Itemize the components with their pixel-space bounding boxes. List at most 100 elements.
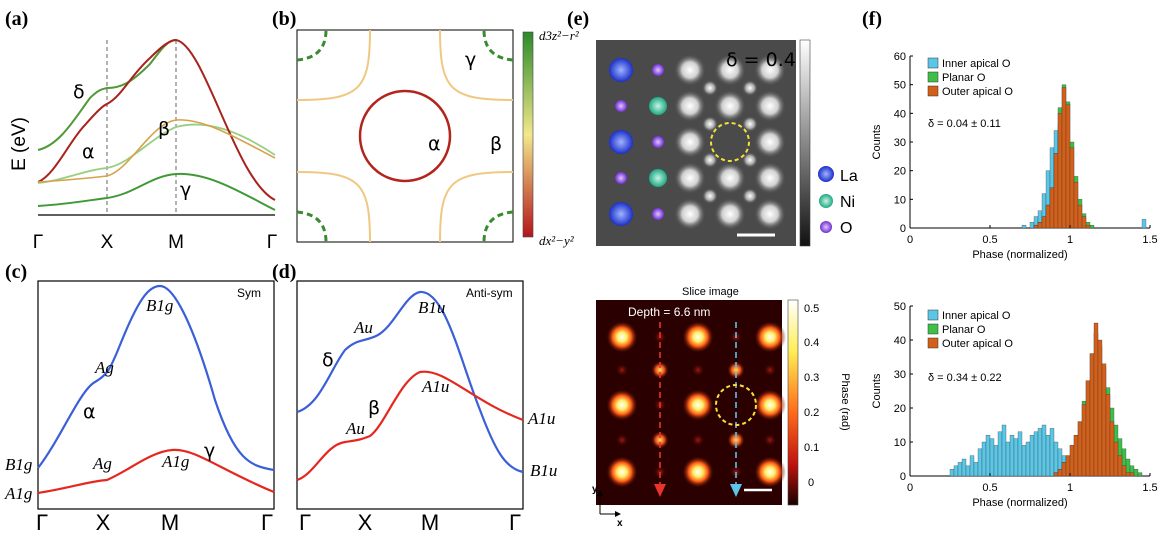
hist-annotation: δ = 0.04 ± 0.11 [928,118,1001,130]
legend-ni-label: Ni [840,194,855,211]
legend-ni-icon [819,194,833,208]
hist-bar [1077,421,1083,477]
hist-xtick-label: 0 [907,482,913,494]
panel-b-label: (b) [272,8,296,30]
ni-atom [649,169,667,187]
fs-beta-tl [296,29,371,101]
fs-beta-br [439,171,514,243]
hist-xtick-label: 1 [1067,234,1073,246]
haadf-spot [754,162,786,194]
slice-spot [682,321,714,353]
panel-c-gamma-label: γ [204,440,215,462]
panel-c-band-red [37,448,275,495]
hist-ylabel: Counts [871,373,883,408]
la-atom [609,202,633,226]
fs-beta-bl [296,171,371,243]
hist-bar [1129,472,1135,477]
hist-ytick-label: 20 [894,403,906,415]
haadf-spot [674,162,706,194]
fs-gamma-br [482,210,514,243]
phase-tick-3: 0.2 [804,407,819,419]
panel-d-label: (d) [272,261,296,283]
hist-legend-swatch [927,57,939,69]
panel-b-frame [296,29,514,243]
irrep-c-b1g-top: B1g [146,296,173,315]
hist-bar [1049,187,1055,229]
hist-xtick-label: 1.5 [1142,234,1157,246]
haadf-spot-small [702,152,718,168]
la-atom [609,58,633,82]
hist-bar [1061,462,1067,477]
slice-spot [606,389,638,421]
hist-legend-swatch [927,71,939,83]
panel-d-delta-label: δ [322,349,334,371]
hist-bar [1081,216,1087,229]
panel-a-gamma-label: γ [180,179,191,201]
panel-a-tick-gamma2: Γ [267,232,277,253]
hist-ytick-label: 50 [894,80,906,92]
hist-ytick-label: 30 [894,369,906,381]
hist-bar [1001,424,1007,477]
hist-ytick-label: 0 [900,223,906,235]
panel-d: (d) Anti-sym B1u Au Au A1u A1u B1u δ β Γ… [272,261,557,533]
irrep-d-a1u-right: A1u [527,409,555,428]
slice-spot-dim [763,363,777,377]
panel-d-tick-m: M [421,510,439,533]
o-atom [615,172,627,184]
hist-xtick-label: 1 [1067,482,1073,494]
slice-spot-dim [615,433,629,447]
hist-bar [985,435,991,477]
hist-bar [1081,404,1087,477]
fs-alpha-circle [358,89,452,183]
panel-a: (a) E (eV) δ α β γ Γ X M Γ [5,8,277,253]
slice-atom-columns [606,321,786,488]
legend-la-label: La [840,168,858,185]
histogram-top: 0 10 20 30 40 50 60 0 0.5 1 1.5 Phase (normalized) C… [871,51,1158,261]
panel-a-alpha-label: α [82,141,95,163]
hist-legend-label: Outer apical O [942,338,1013,350]
haadf-spot-small [742,188,758,204]
hist-bar [1089,353,1095,477]
hist-ytick-label: 10 [894,194,906,206]
panel-a-band-alpha [37,38,276,201]
slice-spot-dim [691,363,705,377]
haadf-spot [714,198,746,230]
irrep-d-au-1: Au [353,318,373,337]
fs-beta-tr [439,29,514,101]
panel-b-colorbar [522,31,534,238]
hist-bar [1049,428,1055,477]
hist-bar [1121,465,1127,477]
hist-bar [1009,435,1015,477]
hist-legend-label: Outer apical O [942,86,1013,98]
panel-c-tick-x: X [96,510,111,533]
hist-bar [1069,147,1075,229]
haadf-spot-small [742,80,758,96]
hist-bar [1037,428,1043,477]
hist-ytick-label: 0 [900,471,906,483]
hist-bar [1061,87,1067,229]
haadf-spot-small [702,188,718,204]
hist-bar [1021,224,1027,229]
slice-title: Slice image [682,286,739,298]
haadf-spot [754,54,786,86]
axis-y-head [597,490,603,496]
hist-bar [1089,224,1095,229]
slice-spot-dim [763,433,777,447]
panel-b: (b) γ α β d3z²−r² dx²−y² [272,8,580,248]
legend-o-icon [820,221,832,233]
panel-a-band-line [37,123,276,184]
hist-bar [1125,472,1131,477]
hist-bar [1109,421,1115,477]
panel-b-beta-label: β [490,133,502,155]
axis-y-label: y [592,484,598,495]
hist-bar [1013,438,1019,477]
hist-bar [1077,204,1083,229]
haadf-spot [674,90,706,122]
hist-bar [973,462,979,477]
hist-bar [997,431,1003,477]
haadf-spot [714,54,746,86]
hist-bar [993,445,999,477]
panel-d-title: Anti-sym [466,286,513,300]
panel-a-tick-m: M [168,232,184,253]
